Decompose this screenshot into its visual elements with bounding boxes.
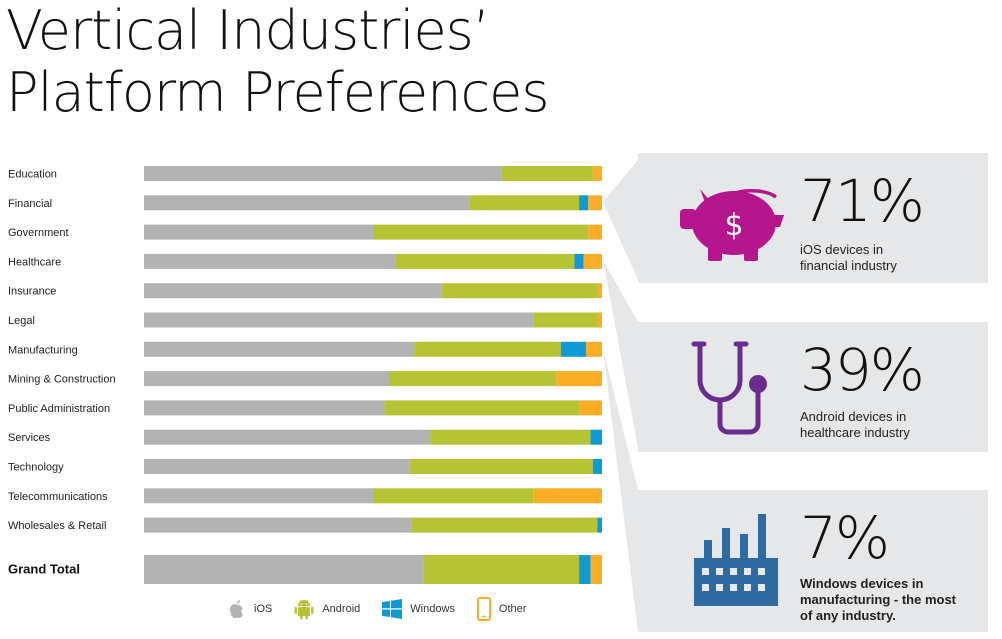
bar-row-services-android-bar — [430, 429, 591, 445]
bar-row-technology-windows-bar — [592, 459, 602, 474]
title-line-2: Platform Preferences — [6, 61, 549, 124]
bar-row-grand-total-windows-bar — [579, 555, 591, 584]
callout-3-line-2: manufacturing - the most — [800, 592, 957, 607]
bar-row-healthcare-windows-bar — [574, 253, 584, 269]
bar-row-education-ios-bar — [144, 166, 502, 181]
apple-icon — [230, 600, 243, 619]
bar-row-financial-android-bar — [469, 195, 580, 211]
bar-row-financial-other-bar — [588, 195, 602, 211]
factory-icon — [694, 514, 778, 606]
bar-row-insurance-ios-bar — [144, 283, 442, 299]
callout-2-line-2: healthcare industry — [800, 425, 910, 440]
windows-icon — [382, 599, 403, 619]
bar-row-manufacturing-windows-bar — [560, 341, 586, 357]
bar-row-manufacturing-android-bar — [414, 341, 561, 357]
bar-row-public-administration-ios-bar — [144, 400, 385, 416]
chart-legend: iOS Android Windows Other — [228, 597, 548, 621]
bar-row-financial-ios-bar — [144, 195, 470, 211]
stacked-bar-chart: Education Financial Government Healthcare In… — [8, 166, 602, 584]
callout-1-value: 71% — [800, 167, 925, 235]
bar-row-grand-total-other-bar — [590, 555, 602, 584]
bar-row-telecommunications-other-bar — [533, 488, 602, 504]
bar-row-insurance-label: Insurance — [8, 286, 56, 298]
bar-row-financial-windows-bar — [579, 195, 589, 211]
bar-row-healthcare-android-bar — [395, 253, 575, 269]
bar-row-wholesales-and-retail-android-bar — [411, 517, 598, 533]
bar-row-services-ios-bar — [144, 429, 431, 445]
bar-row-manufacturing-other-bar — [585, 341, 602, 357]
bar-row-grand-total-ios-bar — [144, 555, 424, 584]
bar-row-services-windows-bar — [590, 429, 602, 445]
bar-row-grand-total-label: Grand Total — [8, 562, 80, 577]
piggy-bank-icon: $ — [680, 188, 784, 261]
svg-text:$: $ — [724, 208, 743, 243]
bar-row-wholesales-and-retail-ios-bar — [144, 517, 412, 533]
bar-row-technology-android-bar — [409, 459, 593, 474]
callout-3-line-1: Windows devices in — [800, 576, 924, 591]
bar-row-healthcare-ios-bar — [144, 253, 396, 269]
bar-row-insurance-android-bar — [441, 283, 598, 299]
bar-row-grand-total-android-bar — [423, 555, 580, 584]
bar-row-public-administration-label: Public Administration — [8, 403, 110, 415]
bar-row-mining-and-construction-android-bar — [389, 371, 557, 387]
legend-item-other: Other — [476, 597, 527, 621]
bar-row-legal-label: Legal — [8, 315, 35, 327]
bar-row-public-administration-other-bar — [579, 400, 602, 416]
bar-row-healthcare-label: Healthcare — [8, 256, 61, 268]
bar-row-telecommunications-ios-bar — [144, 488, 373, 504]
callout-windows-manufacturing: 7% Windows devices in manufacturing - th… — [638, 490, 988, 632]
bar-row-financial-label: Financial — [8, 198, 52, 210]
callout-android-healthcare: 39% Android devices in healthcare indust… — [638, 322, 988, 452]
legend-label-other: Other — [498, 603, 527, 615]
callout-3-description: Windows devices in manufacturing - the m… — [800, 576, 980, 624]
bar-row-government-ios-bar — [144, 224, 373, 240]
bar-row-insurance-other-bar — [597, 283, 602, 299]
stethoscope-icon — [691, 341, 767, 435]
callout-2-value: 39% — [800, 336, 925, 404]
legend-item-windows: Windows — [382, 599, 455, 619]
bar-row-mining-and-construction-ios-bar — [144, 371, 390, 387]
page-title: Vertical Industries’ Platform Preference… — [6, 0, 549, 124]
bar-row-technology-ios-bar — [144, 459, 410, 474]
legend-item-android: Android — [294, 598, 360, 620]
callout-2-line-1: Android devices in — [800, 409, 907, 424]
callout-3-line-3: of any industry. — [800, 608, 896, 623]
bar-row-public-administration-android-bar — [384, 400, 580, 416]
bar-row-government-android-bar — [373, 224, 589, 240]
callout-1-line-2: financial industry — [800, 258, 897, 273]
bar-row-government-label: Government — [8, 227, 69, 239]
legend-label-android: Android — [322, 603, 361, 615]
phone-icon — [476, 597, 491, 621]
callout-3-value: 7% — [800, 504, 890, 572]
callout-1-line-1: iOS devices in — [800, 242, 884, 257]
android-icon — [294, 599, 314, 620]
bar-row-wholesales-and-retail-label: Wholesales & Retail — [8, 520, 106, 532]
callout-1-description: iOS devices in financial industry — [800, 242, 980, 274]
legend-label-windows: Windows — [410, 603, 455, 615]
bar-row-education-label: Education — [8, 169, 57, 181]
bar-row-mining-and-construction-label: Mining & Construction — [8, 374, 116, 386]
bar-row-government-other-bar — [588, 224, 602, 240]
bar-row-manufacturing-ios-bar — [144, 341, 415, 357]
bar-row-healthcare-other-bar — [583, 253, 602, 269]
bar-row-manufacturing-label: Manufacturing — [8, 344, 78, 356]
title-line-1: Vertical Industries’ — [6, 0, 490, 62]
callout-ios-financial: $ 71% iOS devices in financial industry — [638, 153, 988, 283]
bar-row-telecommunications-label: Telecommunications — [8, 491, 108, 503]
bar-row-education-android-bar — [501, 166, 593, 181]
callout-2-description: Android devices in healthcare industry — [800, 409, 980, 441]
bar-row-legal-ios-bar — [144, 312, 534, 328]
bar-row-services-label: Services — [8, 432, 51, 444]
bar-row-mining-and-construction-other-bar — [556, 371, 602, 387]
bar-row-technology-label: Technology — [8, 462, 64, 474]
bar-row-telecommunications-android-bar — [373, 488, 534, 504]
legend-item-ios: iOS — [228, 599, 272, 619]
bar-row-legal-other-bar — [597, 312, 602, 328]
bar-row-education-other-bar — [592, 166, 602, 181]
bar-row-legal-android-bar — [533, 312, 598, 328]
legend-label-ios: iOS — [254, 603, 273, 615]
bar-row-wholesales-and-retail-windows-bar — [597, 517, 602, 533]
